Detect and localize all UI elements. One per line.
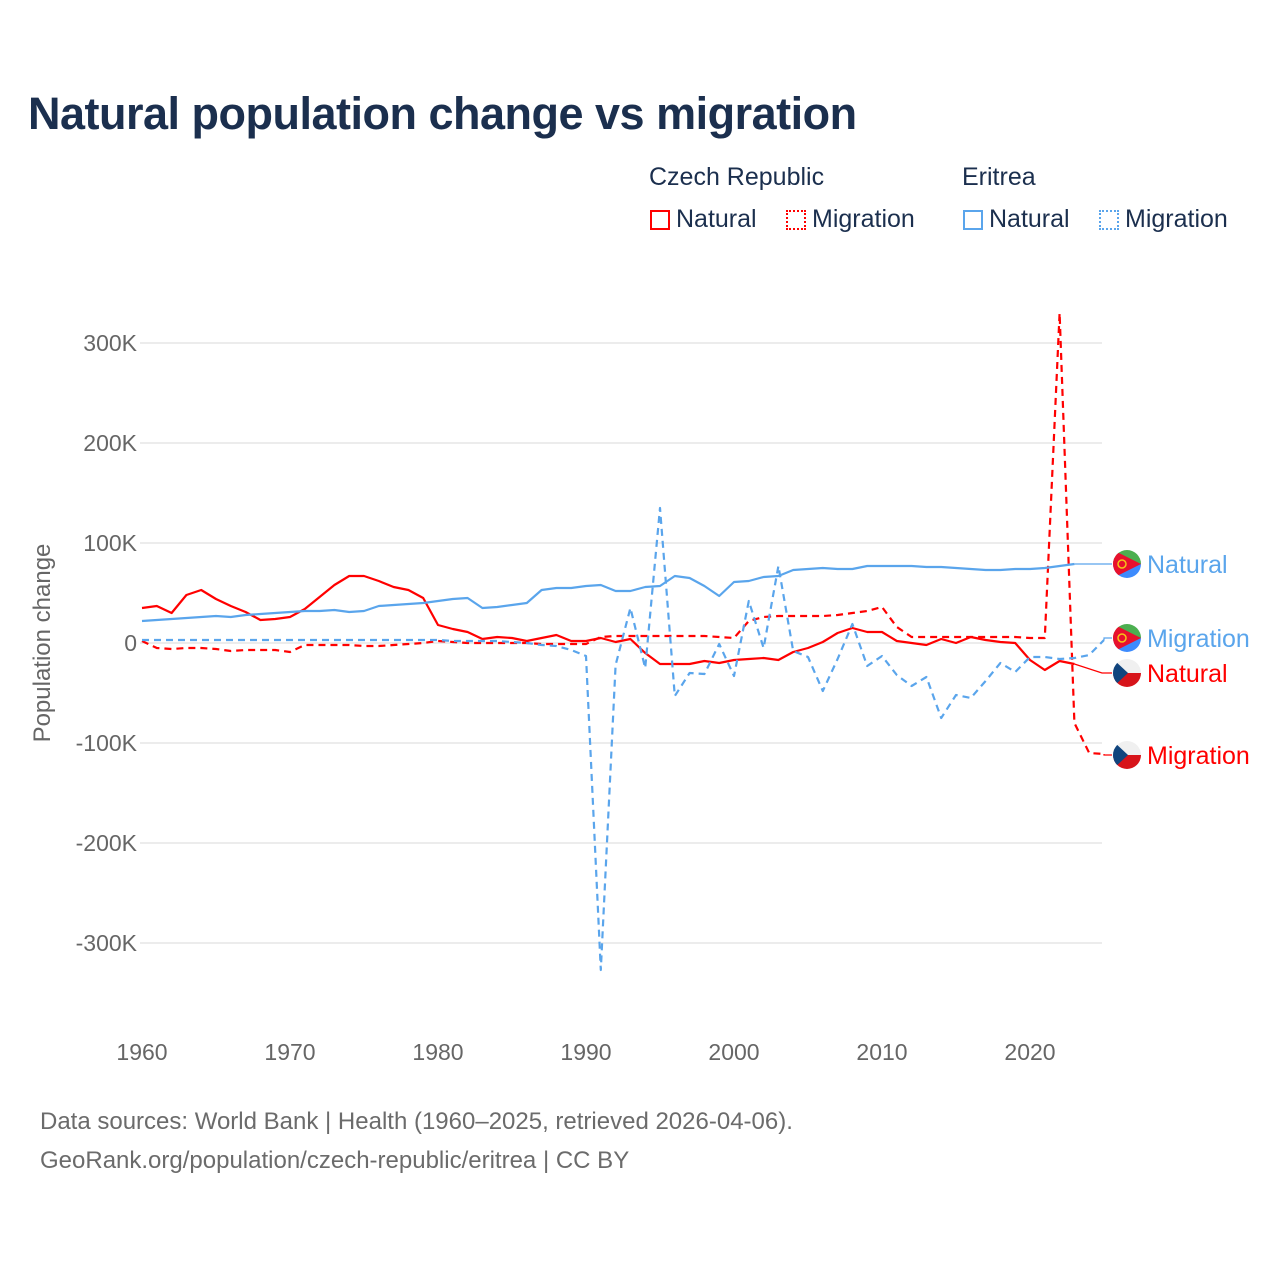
footer-sources: Data sources: World Bank | Health (1960–… <box>40 1108 793 1135</box>
legend-swatch-dotted <box>1099 209 1119 230</box>
legend-eritrea-migration[interactable]: Migration <box>1099 205 1228 234</box>
legend-group-czech-republic: Czech Republic <box>649 163 825 191</box>
x-tick-label: 1960 <box>116 1039 167 1065</box>
y-tick-label: -100K <box>76 730 138 756</box>
x-tick-label: 2020 <box>1004 1039 1055 1065</box>
series-end-label: Migration <box>1147 742 1250 770</box>
legend-label: Migration <box>812 205 915 233</box>
legend-label: Migration <box>1125 205 1228 233</box>
legend-group-eritrea: Eritrea <box>962 163 1036 191</box>
series-line-czech-republic-migration <box>141 311 1105 756</box>
y-tick-label: 300K <box>83 330 137 356</box>
x-tick-label: 1980 <box>412 1039 463 1065</box>
eritrea-flag-icon <box>1113 624 1141 652</box>
y-tick-label: 0 <box>124 630 137 656</box>
y-tick-label: 200K <box>83 430 137 456</box>
legend-label: Natural <box>676 205 757 233</box>
end-label-connector <box>1103 637 1112 640</box>
series-end-label: Migration <box>1147 625 1250 653</box>
series-end-label: Natural <box>1147 551 1228 579</box>
x-tick-label: 1970 <box>264 1039 315 1065</box>
series-line-eritrea-migration <box>142 506 1105 972</box>
series-line-eritrea-natural <box>141 562 1075 623</box>
x-tick-label: 1990 <box>560 1039 611 1065</box>
series-line-czech-republic-natural <box>141 574 1075 672</box>
footer-attribution[interactable]: GeoRank.org/population/czech-republic/er… <box>40 1147 630 1174</box>
legend-swatch-dotted <box>786 209 806 230</box>
legend-eritrea-natural[interactable]: Natural <box>963 205 1070 234</box>
eritrea-flag-icon <box>1113 550 1141 578</box>
end-label-connector <box>1074 663 1112 674</box>
legend-czech-natural[interactable]: Natural <box>650 205 757 234</box>
end-label-connector <box>1103 754 1112 756</box>
legend-label: Natural <box>989 205 1070 233</box>
y-tick-label: -200K <box>76 830 138 856</box>
czech-flag-icon <box>1113 741 1141 769</box>
legend-swatch-solid <box>963 209 983 230</box>
legend-swatch-solid <box>650 209 670 230</box>
czech-flag-icon <box>1113 659 1141 687</box>
legend-czech-migration[interactable]: Migration <box>786 205 915 234</box>
x-tick-label: 2010 <box>856 1039 907 1065</box>
series-end-label: Natural <box>1147 660 1228 688</box>
chart-title: Natural population change vs migration <box>28 88 857 139</box>
x-tick-label: 2000 <box>708 1039 759 1065</box>
y-tick-label: 100K <box>83 530 137 556</box>
y-tick-label: -300K <box>76 930 138 956</box>
y-axis-label: Population change <box>29 544 56 743</box>
